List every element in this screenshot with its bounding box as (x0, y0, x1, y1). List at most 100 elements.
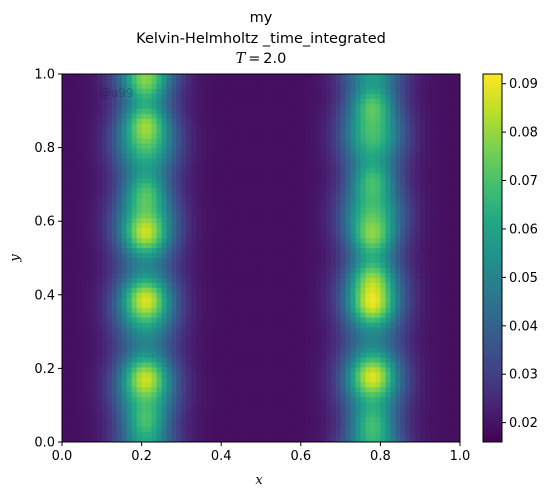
heatmap-cell (216, 78, 222, 85)
heatmap-cell (91, 287, 98, 294)
heatmap-cell (455, 183, 460, 189)
heatmap-cell (340, 183, 347, 189)
heatmap-cell (136, 262, 143, 269)
heatmap-cell (335, 352, 342, 359)
heatmap-cell (350, 243, 357, 249)
heatmap-cell (310, 133, 317, 140)
heatmap-cell (335, 307, 342, 314)
heatmap-cell (96, 312, 103, 319)
heatmap-cell (166, 258, 173, 264)
heatmap-cell (231, 203, 237, 209)
heatmap-cell (151, 317, 158, 324)
heatmap-cell (171, 98, 178, 105)
heatmap-cell (226, 128, 232, 135)
heatmap-cell (430, 262, 436, 269)
heatmap-cell (171, 342, 178, 349)
heatmap-cell (201, 158, 207, 165)
heatmap-cell (350, 158, 357, 165)
heatmap-cell (141, 143, 148, 150)
heatmap-cell (280, 228, 287, 234)
heatmap-cell (131, 253, 138, 259)
heatmap-cell (76, 342, 83, 349)
heatmap-cell (96, 332, 103, 339)
heatmap-cell (91, 253, 98, 259)
heatmap-cell (196, 302, 202, 309)
heatmap-cell (256, 322, 262, 329)
heatmap-cell (101, 272, 108, 279)
heatmap-cell (445, 223, 451, 229)
heatmap-cell (186, 287, 192, 294)
heatmap-cell (111, 253, 118, 259)
heatmap-cell (241, 243, 247, 249)
heatmap-cell (146, 198, 153, 204)
heatmap-cell (415, 302, 421, 309)
heatmap-cell (146, 133, 153, 140)
heatmap-cell (270, 258, 277, 264)
heatmap-cell (310, 322, 317, 329)
heatmap-cell (400, 342, 406, 349)
heatmap-cell (101, 238, 108, 244)
heatmap-cell (141, 382, 148, 388)
heatmap-cell (435, 377, 441, 383)
heatmap-cell (265, 158, 272, 165)
heatmap-cell (315, 88, 322, 95)
heatmap-cell (295, 213, 302, 219)
heatmap-cell (360, 78, 367, 85)
heatmap-cell (236, 327, 242, 334)
heatmap-cell (340, 153, 347, 160)
heatmap-cell (390, 233, 396, 239)
heatmap-cell (191, 153, 197, 160)
heatmap-cell (415, 238, 421, 244)
heatmap-cell (251, 317, 257, 324)
heatmap-cell (106, 213, 113, 219)
heatmap-cell (415, 113, 421, 120)
heatmap-cell (221, 287, 227, 294)
heatmap-cell (435, 98, 441, 105)
heatmap-cell (355, 98, 362, 105)
heatmap-cell (156, 277, 163, 284)
heatmap-cell (385, 322, 391, 329)
heatmap-cell (256, 233, 262, 239)
heatmap-cell (96, 243, 103, 249)
heatmap-cell (191, 342, 197, 349)
heatmap-cell (390, 302, 396, 309)
heatmap-cell (186, 262, 192, 269)
heatmap-cell (280, 78, 287, 85)
heatmap-cell (295, 233, 302, 239)
heatmap-cell (261, 233, 267, 239)
heatmap-cell (410, 253, 416, 259)
heatmap-cell (156, 327, 163, 334)
heatmap-cell (365, 88, 372, 95)
heatmap-cell (236, 302, 242, 309)
heatmap-cell (191, 287, 197, 294)
heatmap-cell (395, 372, 401, 378)
heatmap-cell (420, 148, 426, 155)
heatmap-cell (261, 287, 267, 294)
heatmap-cell (275, 292, 282, 299)
heatmap-cell (251, 103, 257, 110)
heatmap-cell (121, 287, 128, 294)
heatmap-cell (350, 377, 357, 383)
heatmap-cell (151, 332, 158, 339)
heatmap-cell (221, 103, 227, 110)
heatmap-cell (360, 352, 367, 359)
heatmap-cell (335, 158, 342, 165)
heatmap-cell (390, 188, 396, 194)
heatmap-cell (166, 143, 173, 150)
heatmap-cell (246, 337, 252, 344)
heatmap-cell (136, 272, 143, 279)
chart-title-line-1: my (249, 10, 273, 26)
heatmap-cell (385, 262, 391, 269)
heatmap-cell (62, 208, 68, 214)
heatmap-cell (231, 83, 237, 90)
heatmap-cell (345, 213, 352, 219)
heatmap-cell (201, 262, 207, 269)
heatmap-cell (345, 188, 352, 194)
heatmap-cell (111, 332, 118, 339)
heatmap-cell (62, 307, 68, 314)
heatmap-cell (101, 148, 108, 155)
heatmap-cell (116, 118, 123, 125)
heatmap-cell (121, 357, 128, 364)
heatmap-cell (141, 183, 148, 189)
heatmap-cell (375, 297, 381, 304)
